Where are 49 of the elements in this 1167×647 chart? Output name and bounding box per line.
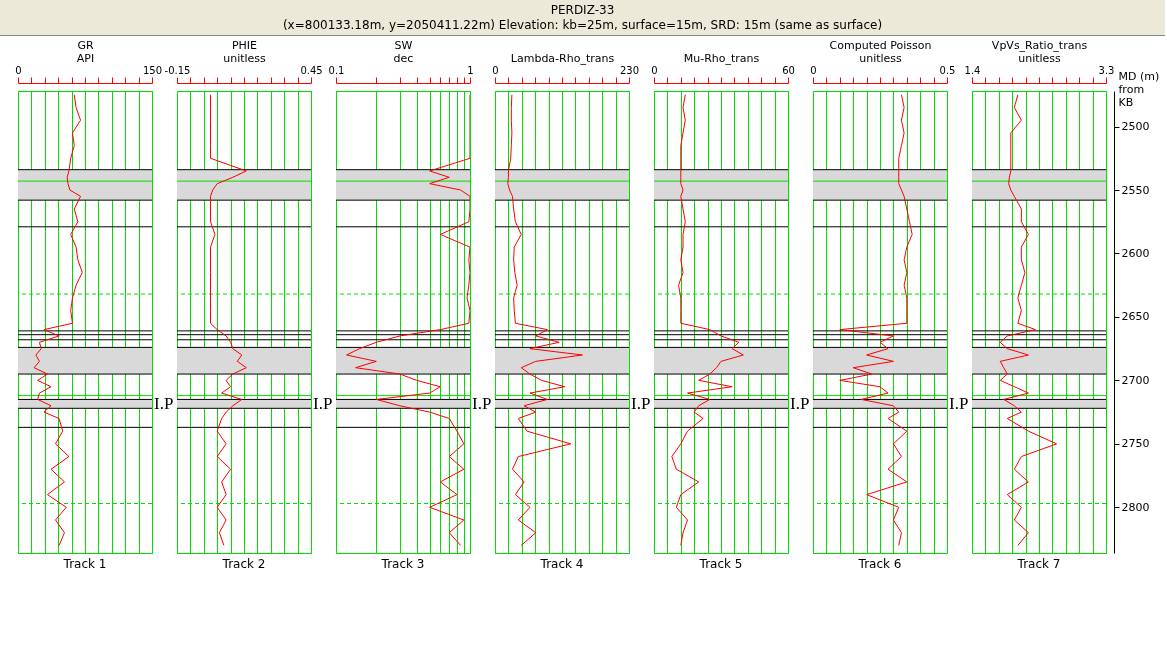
x-tick-label: 0 [492, 64, 499, 76]
x-axis-title: dec [393, 51, 414, 65]
x-axis-title: unitless [1018, 51, 1062, 65]
x-axis-title: API [76, 51, 95, 65]
text: I.P [790, 393, 810, 413]
text: Track 4 [539, 557, 584, 571]
text: I.P [631, 393, 651, 413]
text: Track 1 [62, 557, 107, 571]
chart-title: VpVs_Ratio_trans [991, 38, 1088, 52]
x-tick-label: 0 [15, 64, 22, 76]
chart-title: Lambda-Rho_trans [510, 51, 615, 65]
chart-title: Mu-Rho_trans [683, 51, 760, 65]
x-tick-label: 3.3 [1098, 64, 1115, 76]
x-axis-title: unitless [223, 51, 267, 65]
x-tick-label: 0.5 [939, 64, 956, 76]
y-tick-label: 2600 [1121, 246, 1150, 260]
y-tick-label: 2700 [1121, 373, 1150, 387]
text: Track 5 [698, 557, 743, 571]
chart-title: PHIE [231, 38, 258, 52]
x-tick-label: 0 [651, 64, 658, 76]
y-tick-label: 2500 [1121, 120, 1150, 134]
text: Track 6 [857, 557, 902, 571]
text: Track 3 [380, 557, 425, 571]
x-tick-label: 60 [782, 64, 795, 76]
x-tick-label: -0.15 [164, 64, 191, 76]
y-tick-label: 2550 [1121, 183, 1150, 197]
x-tick-label: 0 [810, 64, 817, 76]
text: Track 7 [1016, 557, 1061, 571]
chart-title: SW [394, 38, 413, 52]
text: Track 2 [221, 557, 266, 571]
y-tick-label: 2750 [1121, 437, 1150, 451]
text: I.P [472, 393, 492, 413]
y-axis-title: MD (m) from KB [1118, 69, 1160, 109]
text: (x=800133.18m, y=2050411.22m) Elevation: kb=25m, surface=15m, SRD: 15m (same as surface) [281, 18, 884, 33]
x-tick-label: 1.4 [964, 64, 981, 76]
x-tick-label: 0.45 [300, 64, 323, 76]
y-tick-label: 2650 [1121, 310, 1150, 324]
chart-title: GR [77, 38, 94, 52]
x-tick-label: 1 [467, 64, 474, 76]
text: I.P [154, 393, 174, 413]
x-tick-label: 0.1 [328, 64, 345, 76]
y-tick-label: 2800 [1121, 500, 1150, 514]
x-axis-title: unitless [859, 51, 903, 65]
text: I.P [949, 393, 969, 413]
x-tick-label: 230 [619, 64, 640, 76]
x-tick-label: 150 [142, 64, 163, 76]
chart-title: Computed Poisson [829, 38, 932, 52]
text: PERDIZ-33 [549, 3, 616, 18]
text: I.P [313, 393, 333, 413]
